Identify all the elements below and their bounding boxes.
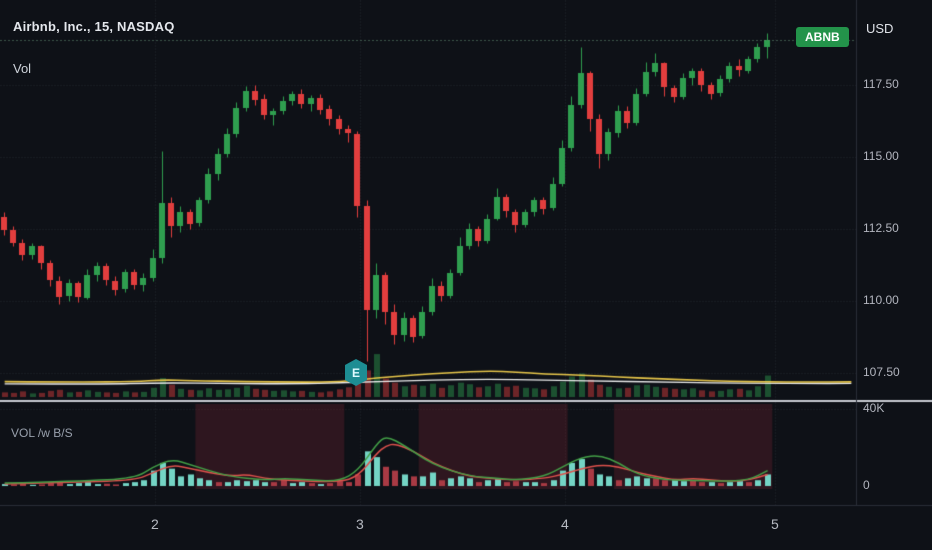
pane-divider[interactable] — [0, 400, 932, 402]
symbol-legend[interactable]: Airbnb, Inc., 15, NASDAQ — [13, 19, 175, 34]
time-tick-label: 2 — [151, 516, 159, 532]
volume-indicator-legend[interactable]: Vol — [13, 61, 32, 76]
time-tick-label: 3 — [356, 516, 364, 532]
price-tick-label: 115.00 — [863, 149, 899, 163]
price-tick-label: 110.00 — [863, 293, 899, 307]
currency-label: USD — [866, 21, 894, 36]
price-tick-label: 112.50 — [863, 221, 899, 235]
lower-tick-label: 40K — [863, 401, 885, 415]
time-tick-label: 4 — [561, 516, 569, 532]
price-tick-label: 117.50 — [863, 77, 899, 91]
time-tick-label: 5 — [771, 516, 779, 532]
lower-tick-label: 0 — [863, 478, 870, 492]
price-axis[interactable]: 117.50 115.00 112.50 110.00 107.50 40K 0 — [856, 0, 932, 505]
lower-indicator-legend[interactable]: VOL /w B/S — [11, 426, 73, 440]
earnings-marker[interactable]: E — [345, 359, 367, 386]
time-axis[interactable]: 2 3 4 5 — [0, 505, 932, 550]
price-tick-label: 107.50 — [863, 365, 900, 379]
symbol-price-badge: ABNB — [796, 27, 849, 47]
